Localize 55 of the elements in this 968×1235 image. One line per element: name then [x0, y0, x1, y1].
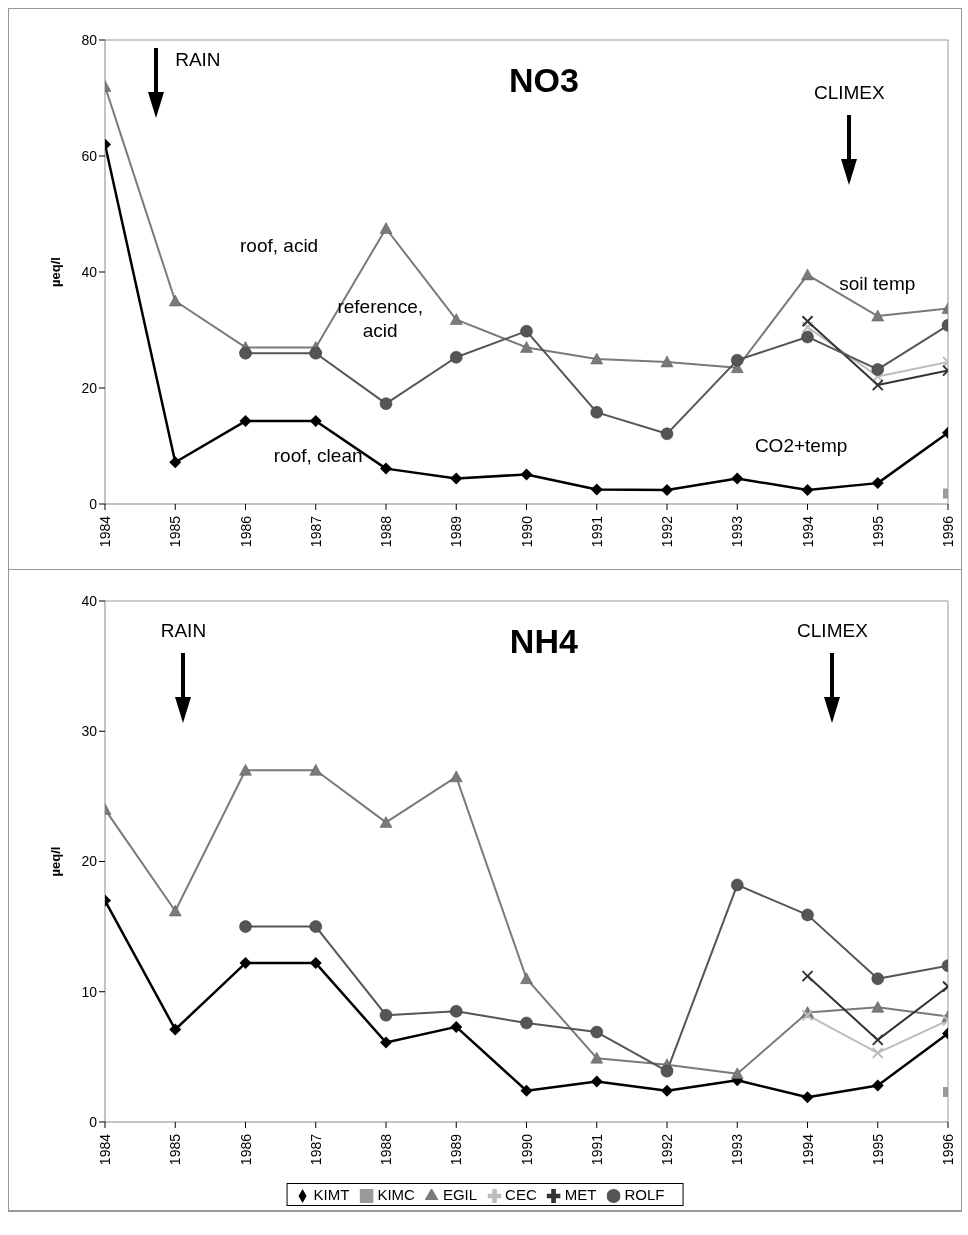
annotation: CLIMEX [813, 80, 885, 105]
x-tick-label: 1991 [588, 515, 605, 548]
legend-label: EGIL [442, 1185, 478, 1203]
y-tick-label: 20 [81, 379, 98, 396]
annotation: reference, acid [336, 294, 424, 343]
x-tick-label: 1991 [588, 1133, 605, 1166]
legend-label: MET [564, 1185, 597, 1203]
x-tick-label: 1985 [167, 515, 184, 548]
y-tick-label: 40 [81, 592, 98, 609]
x-tick-label: 1990 [518, 1133, 535, 1166]
annotation: roof, clean [273, 443, 363, 468]
x-tick-label: 1992 [659, 515, 675, 548]
x-tick-label: 1996 [940, 515, 956, 548]
x-tick-label: 1989 [448, 1133, 465, 1166]
x-tick-label: 1984 [97, 1133, 113, 1166]
annotation: CLIMEX [797, 619, 868, 644]
x-tick-label: 1994 [799, 1133, 816, 1166]
x-tick-label: 1984 [97, 515, 113, 548]
x-tick-label: 1992 [659, 1133, 675, 1166]
x-tick-label: 1986 [237, 515, 254, 548]
x-tick-label: 1993 [729, 515, 746, 548]
x-tick-label: 1986 [237, 1133, 254, 1166]
x-tick-label: 1995 [869, 1133, 886, 1166]
x-tick-label: 1996 [940, 1133, 956, 1166]
legend-label: CEC [505, 1185, 537, 1203]
y-axis-title: µeq/l [47, 257, 63, 287]
x-tick-label: 1988 [378, 515, 394, 548]
y-tick-label: 30 [81, 723, 98, 740]
x-tick-label: 1990 [518, 515, 535, 548]
x-tick-label: 1988 [378, 1133, 394, 1166]
y-tick-label: 80 [81, 31, 98, 48]
annotation: roof, acid [240, 234, 319, 259]
x-tick-label: 1989 [448, 515, 465, 548]
annotation: CO2+temp [754, 434, 848, 459]
text: NO3 [508, 61, 579, 100]
x-tick-label: 1994 [799, 515, 816, 548]
y-tick-label: 60 [81, 147, 98, 164]
y-tick-label: 0 [89, 1113, 98, 1130]
legend-label: ROLF [624, 1185, 665, 1203]
legend-label: KIMT [313, 1185, 350, 1203]
x-tick-label: 1993 [729, 1133, 746, 1166]
legend-label: KIMC [377, 1185, 415, 1203]
y-axis-title: µeq/l [47, 846, 63, 877]
x-tick-label: 1987 [307, 515, 324, 548]
annotation: RAIN [175, 48, 221, 73]
annotation: RAIN [160, 619, 207, 644]
text: NH4 [509, 622, 578, 661]
x-tick-label: 1987 [307, 1133, 324, 1166]
annotation: soil temp [839, 271, 916, 296]
y-tick-label: 0 [89, 495, 98, 512]
y-tick-label: 20 [81, 853, 98, 870]
x-tick-label: 1985 [167, 1133, 184, 1166]
x-tick-label: 1995 [869, 515, 886, 548]
y-tick-label: 10 [81, 983, 98, 1000]
y-tick-label: 40 [81, 263, 98, 280]
